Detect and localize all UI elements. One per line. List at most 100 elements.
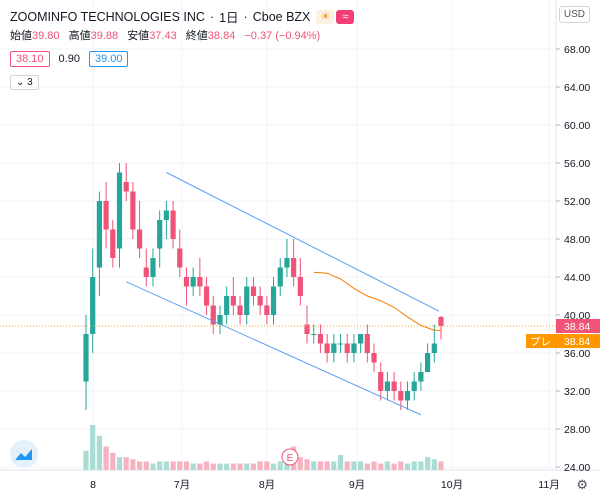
indicators-toggle[interactable]: ⌄ 3 [10,75,39,90]
candle-body [351,343,357,353]
candle-body [411,381,417,391]
symbol-name[interactable]: ZOOMINFO TECHNOLOGIES INC [10,9,205,24]
candle-body [358,334,364,344]
channel-upper-line [166,172,440,312]
interval-label[interactable]: 1日 [219,11,239,25]
volume-bar [210,463,216,470]
candle-body [143,267,149,277]
volume-bar [425,457,431,470]
candle-body [96,201,102,268]
candle-body [244,286,250,315]
y-tick-label: 28.00 [564,424,590,436]
candle-body [398,391,404,401]
candle-body [123,182,129,192]
volume-bar [317,461,324,470]
sun-icon[interactable]: ☀ [316,9,335,24]
earnings-marker-label: E [287,453,294,464]
volume-bars [83,425,444,470]
volume-bar [324,461,330,470]
close-value: 38.84 [207,30,236,42]
time-axis: 8 7月 8月 9月 10月 11月 [90,479,560,491]
candle-body [230,296,236,306]
volume-bar [304,459,310,470]
wave-icon[interactable]: ≈ [336,9,355,24]
candle-body [431,343,437,353]
candle-body [264,305,270,315]
candle-body [384,381,391,391]
volume-bar [130,459,136,470]
volume-bar [404,463,411,470]
change-value: −0.37 (−0.94%) [244,30,321,42]
volume-bar [157,461,163,470]
x-tick-label: 8月 [259,479,275,491]
volume-bar [177,461,183,470]
candle-body [190,277,196,287]
candle-body [418,372,424,382]
spread-value: 0.90 [58,53,80,65]
open-value: 39.80 [32,30,60,42]
last-price-label: 38.84 [564,321,590,333]
buy-button[interactable]: 39.00 [88,51,129,67]
channel-lower-line [125,281,422,416]
candle-body [277,267,283,287]
volume-bar [344,461,350,470]
gear-icon[interactable]: ⚙ [576,477,588,492]
volume-bar [418,461,424,470]
moving-average-line [313,271,441,331]
volume-bar [203,461,210,470]
candle-body [103,201,109,230]
volume-bar [431,459,437,470]
x-tick-label: 10月 [441,479,463,491]
candle-body [183,277,190,287]
volume-bar [110,452,116,470]
candle-body [177,248,183,268]
y-tick-label: 48.00 [564,234,590,246]
candle-body [83,334,89,382]
volume-bar [103,446,109,470]
volume-bar [136,461,143,470]
candle-body [378,372,384,391]
volume-bar [217,463,223,470]
candle-body [217,315,223,325]
volume-bar [224,463,230,470]
tradingview-logo-icon[interactable] [10,440,38,468]
high-value: 39.88 [90,30,119,42]
chart-overlays: 38.84 プレ 38.84 E [0,172,600,466]
volume-bar [230,463,236,470]
candle-body [291,258,297,277]
volume-bar [351,461,357,470]
pre-market-label: プレ [530,336,551,348]
candle-body [250,286,257,296]
candle-body [317,334,324,344]
price-axis: 68.00 64.00 60.00 56.00 52.00 48.00 44.00 40.00… [556,44,590,474]
volume-bar [257,461,263,470]
volume-bar [90,425,96,470]
candle-body [110,229,116,258]
volume-bar [123,457,129,470]
candle-body [371,353,377,363]
candle-body [324,343,330,353]
y-tick-label: 60.00 [564,120,590,132]
y-tick-label: 56.00 [564,158,590,170]
volume-bar [83,450,89,470]
currency-badge[interactable]: USD [558,6,590,23]
volume-bar [170,461,176,470]
volume-bar [150,463,156,470]
candle-body [404,391,411,401]
y-tick-label: 32.00 [564,386,590,398]
candle-body [163,210,169,220]
volume-bar [190,463,196,470]
volume-bar [96,435,102,470]
candle-body [90,277,96,334]
volume-bar [143,461,149,470]
sell-button[interactable]: 38.10 [10,51,50,67]
x-tick-label: 8 [90,479,96,491]
candle-body [224,296,230,315]
volume-bar [163,461,169,470]
candle-body [237,305,243,315]
volume-bar [244,463,250,470]
low-value: 37.43 [149,30,177,42]
indicators-count: 3 [27,77,33,88]
volume-bar [331,461,337,470]
